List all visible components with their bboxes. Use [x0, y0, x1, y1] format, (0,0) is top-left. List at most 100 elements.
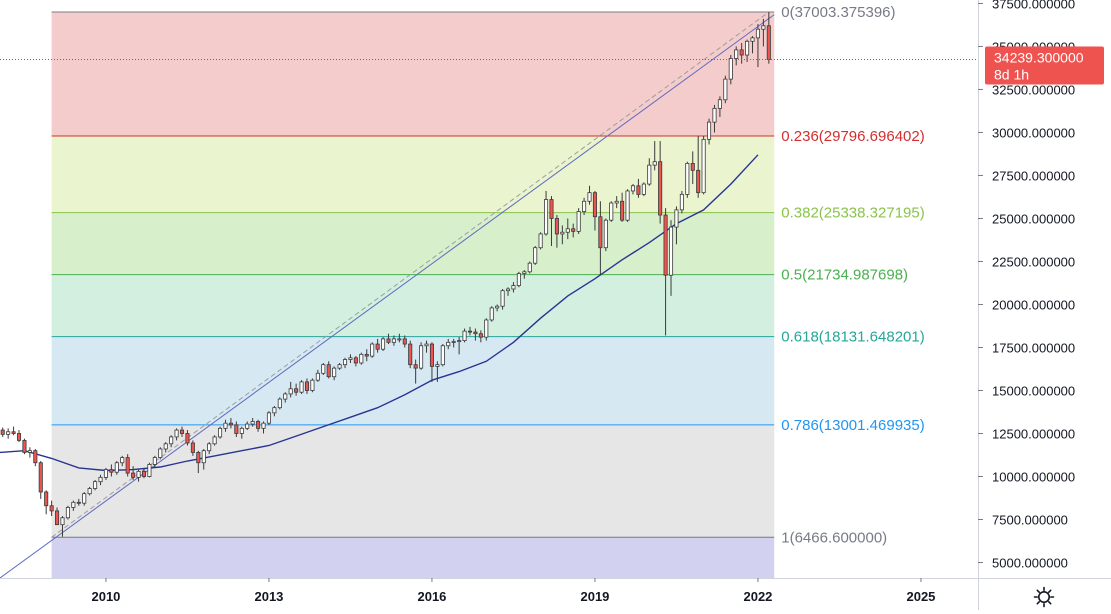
candle-body	[169, 436, 174, 445]
candle-body	[603, 219, 608, 249]
candle-body	[359, 353, 364, 364]
candle-body	[283, 393, 288, 400]
candle-body	[207, 443, 212, 452]
candle-body	[179, 429, 185, 434]
candle-body	[277, 398, 282, 409]
last-price-tag: 34239.300000 8d 1h	[985, 46, 1104, 85]
candle-body	[701, 138, 706, 194]
candle-body	[560, 231, 565, 235]
candle-body	[163, 443, 168, 450]
candle-body	[6, 431, 11, 435]
candle-body	[353, 357, 358, 364]
candle-body	[98, 476, 103, 483]
candle-body	[538, 233, 543, 249]
fib-band	[51, 135, 775, 213]
candle-body	[592, 192, 597, 218]
candle-body	[55, 510, 60, 526]
fib-band	[51, 336, 775, 425]
y-tick-label: 17500.000000	[992, 340, 1075, 355]
candle-body	[131, 472, 136, 478]
trendlines[interactable]	[0, 11, 775, 579]
candle-body	[522, 271, 527, 274]
candle-body	[120, 457, 125, 464]
candle-body	[103, 469, 108, 478]
candle-body	[527, 262, 532, 273]
candle-body	[495, 305, 500, 309]
candle-body	[185, 433, 190, 444]
fib-band	[51, 212, 775, 275]
y-tick-label: 5000.000000	[992, 556, 1068, 571]
candle-body	[234, 424, 239, 434]
x-tick-label: 2022	[743, 589, 772, 604]
candle-body	[212, 436, 217, 445]
candle-body	[49, 505, 54, 512]
candle-body	[60, 517, 65, 526]
candle-body	[609, 202, 614, 221]
candle-body	[190, 442, 195, 453]
candle-body	[516, 273, 521, 286]
y-tick-label: 12500.000000	[992, 427, 1075, 442]
candle-body	[27, 450, 32, 453]
candle-body	[408, 343, 413, 366]
candle-body	[457, 340, 462, 343]
candle-body	[272, 407, 277, 414]
candle-body	[16, 433, 22, 441]
candle-body	[766, 25, 771, 60]
candle-body	[93, 481, 98, 489]
y-tick-label: 32500.000000	[992, 82, 1075, 97]
candle-body	[446, 341, 451, 347]
fib-level-label: 0(37003.375396)	[781, 4, 895, 21]
x-tick-label: 2013	[254, 589, 283, 604]
candle-body	[321, 364, 326, 374]
candle-body	[413, 364, 418, 369]
candle-body	[429, 343, 434, 367]
candle-body	[326, 364, 331, 378]
candle-body	[82, 493, 87, 504]
candle-body	[554, 218, 559, 235]
candle-body	[587, 192, 592, 202]
candle-body	[668, 226, 674, 276]
candle-body	[625, 190, 630, 221]
candle-body	[304, 381, 310, 391]
candle-body	[381, 338, 386, 350]
candle-body	[288, 388, 293, 395]
candle-body	[152, 457, 157, 465]
candle-body	[71, 501, 76, 508]
fibonacci-retracement[interactable]	[51, 11, 775, 578]
candle-body	[674, 209, 679, 228]
candle-body	[462, 330, 467, 342]
fib-level-label: 0.382(25338.327195)	[781, 205, 924, 222]
candle-body	[370, 343, 375, 357]
fib-band	[51, 11, 775, 136]
candle-body	[22, 439, 27, 453]
candle-body	[125, 457, 130, 474]
candle-body	[332, 367, 337, 378]
candle-body	[136, 470, 141, 478]
price-axis[interactable]: 5000.000000 7500.000000 10000.000000 12500.…	[978, 0, 1075, 571]
candle-body	[745, 40, 750, 56]
x-tick-label: 2025	[906, 589, 935, 604]
gear-icon[interactable]	[1032, 585, 1056, 609]
candle-body	[435, 364, 440, 367]
y-tick-label: 37500.000000	[992, 0, 1075, 11]
candle-body	[245, 423, 250, 429]
candle-body	[576, 211, 581, 232]
y-tick-label: 27500.000000	[992, 168, 1075, 183]
candle-body	[739, 49, 744, 56]
candle-body	[419, 345, 424, 369]
candle-body	[734, 49, 739, 59]
candle-body	[391, 338, 396, 343]
candle-body	[696, 169, 701, 194]
time-axis[interactable]: 2010 2013 2016 2019 2022 2025	[91, 578, 935, 604]
candle-body	[218, 427, 223, 438]
candle-body	[65, 507, 70, 519]
candle-body	[38, 462, 43, 493]
candle-body	[0, 429, 5, 435]
trendline[interactable]	[0, 14, 775, 579]
candle-body	[663, 214, 668, 276]
trendline[interactable]	[51, 11, 770, 538]
price-tag-value: 34239.300000	[994, 50, 1084, 66]
candle-body	[658, 161, 663, 216]
